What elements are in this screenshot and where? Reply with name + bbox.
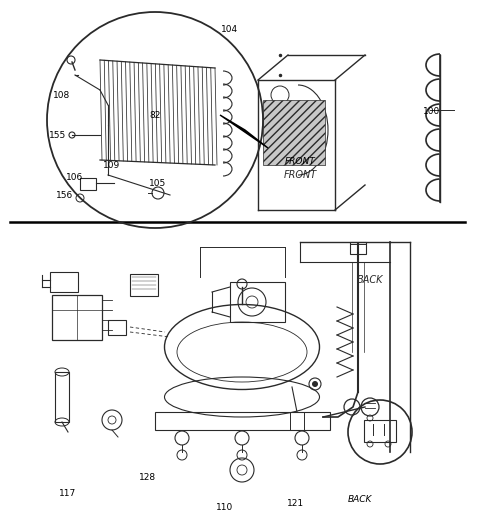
Circle shape [67, 56, 75, 64]
Text: 82: 82 [149, 111, 161, 119]
Text: BACK: BACK [357, 275, 383, 285]
Bar [108, 320, 126, 335]
Text: BACK: BACK [348, 496, 372, 504]
Bar [55, 372, 69, 422]
Text: 128: 128 [139, 473, 156, 481]
Circle shape [312, 381, 318, 387]
Text: 117: 117 [60, 489, 77, 499]
Text: 156: 156 [56, 191, 73, 201]
Bar [52, 295, 102, 340]
Bar [230, 282, 285, 322]
Bar [130, 274, 158, 296]
Text: 108: 108 [53, 91, 71, 99]
Polygon shape [220, 115, 268, 148]
Text: 155: 155 [49, 131, 67, 139]
Text: 100: 100 [423, 108, 441, 117]
Text: 105: 105 [149, 179, 167, 187]
Text: 110: 110 [216, 502, 234, 511]
Text: FRONT: FRONT [283, 170, 317, 180]
Bar [263, 100, 325, 165]
Bar [80, 178, 96, 190]
Bar [290, 412, 304, 430]
Text: 106: 106 [66, 174, 84, 182]
Bar [155, 412, 330, 430]
Text: 121: 121 [288, 500, 305, 508]
Text: 109: 109 [103, 160, 120, 169]
Text: FRONT: FRONT [285, 158, 315, 166]
Text: 104: 104 [221, 26, 239, 34]
Bar [50, 272, 78, 292]
Bar [364, 420, 396, 442]
Bar [350, 242, 366, 254]
